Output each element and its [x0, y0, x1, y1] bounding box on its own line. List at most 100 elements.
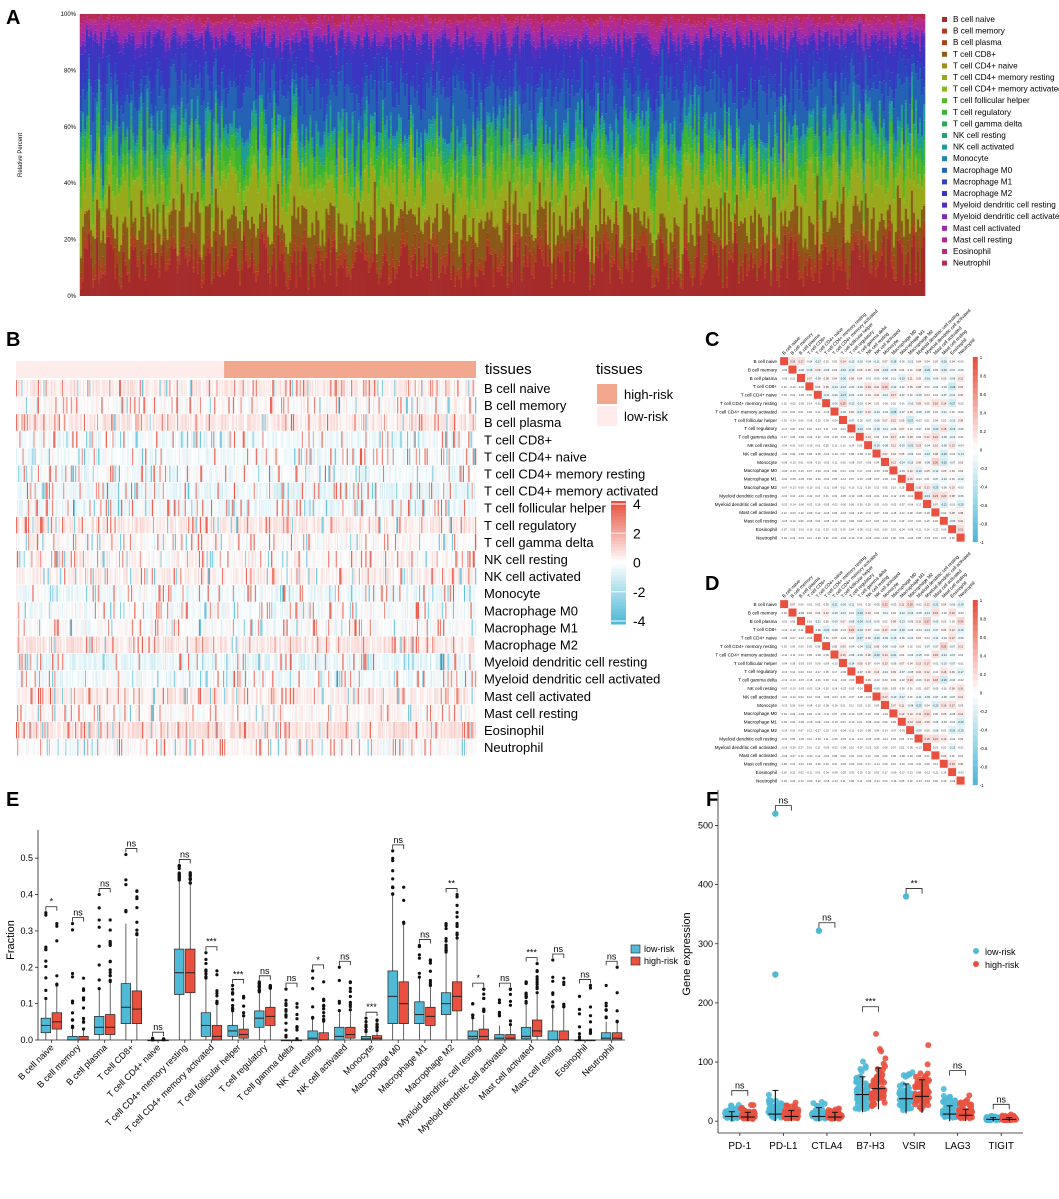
a-bar-segment	[347, 33, 350, 36]
a-bar-segment	[498, 104, 501, 109]
a-bar-segment	[273, 106, 276, 111]
a-bar-segment	[426, 220, 429, 256]
a-bar-segment	[514, 102, 517, 106]
a-bar-segment	[156, 113, 159, 125]
a-bar-segment	[339, 264, 342, 296]
a-bar-segment	[341, 38, 344, 49]
a-bar-segment	[488, 40, 491, 82]
a-bar-segment	[460, 141, 463, 156]
a-bar-segment	[180, 102, 183, 106]
a-bar-segment	[82, 120, 85, 135]
a-bar-segment	[206, 75, 210, 103]
a-bar-segment	[277, 44, 280, 47]
a-bar-segment	[154, 212, 157, 253]
panel-label-f: F	[706, 789, 718, 811]
a-bar-segment	[458, 253, 461, 257]
a-bar-segment	[474, 206, 477, 242]
a-bar-segment	[363, 259, 366, 296]
a-bar-segment	[458, 21, 461, 23]
a-bar-segment	[347, 168, 350, 174]
a-bar-segment	[420, 228, 423, 232]
a-bar-segment	[106, 56, 109, 85]
a-bar-segment	[289, 148, 292, 153]
a-bar-segment	[502, 207, 505, 209]
a-bar-segment	[100, 14, 103, 16]
a-bar-segment	[448, 143, 451, 145]
a-bar-segment	[152, 208, 155, 230]
a-bar-segment	[228, 135, 232, 139]
a-bar-segment	[299, 146, 302, 161]
a-bar-segment	[102, 273, 105, 296]
a-bar-segment	[104, 195, 107, 201]
a-bar-segment	[454, 64, 457, 89]
a-bar-segment	[361, 200, 364, 212]
a-bar-segment	[94, 30, 97, 33]
a-bar-segment	[210, 278, 214, 281]
a-bar-segment	[341, 147, 344, 158]
a-bar-segment	[164, 206, 167, 218]
a-bar-segment	[194, 60, 197, 76]
a-bar-segment	[192, 36, 195, 41]
a-bar-segment	[329, 100, 332, 107]
a-bar-segment	[442, 22, 445, 27]
a-bar-segment	[106, 20, 109, 25]
a-bar-segment	[482, 210, 485, 229]
a-bar-segment	[484, 199, 487, 204]
a-bar-segment	[436, 150, 439, 203]
a-bar-segment	[249, 260, 252, 267]
a-bar-segment	[444, 99, 447, 140]
a-bar-segment	[88, 79, 91, 84]
a-bar-segment	[331, 181, 334, 205]
a-bar-segment	[444, 196, 447, 211]
a-bar-segment	[86, 15, 89, 17]
a-bar-segment	[472, 244, 475, 249]
a-sample-bar	[397, 14, 401, 296]
a-bar-segment	[226, 133, 230, 135]
a-bar-segment	[345, 36, 348, 42]
a-bar-segment	[500, 185, 503, 189]
a-bar-segment	[275, 269, 278, 282]
a-bar-segment	[506, 24, 509, 32]
a-bar-segment	[422, 165, 425, 172]
a-bar-segment	[154, 25, 157, 32]
a-bar-segment	[242, 163, 246, 176]
a-bar-segment	[436, 72, 439, 98]
a-bar-segment	[108, 28, 111, 40]
a-bar-segment	[283, 233, 286, 252]
a-bar-segment	[267, 254, 270, 271]
a-bar-segment	[403, 148, 407, 164]
a-bar-segment	[160, 245, 163, 252]
a-bar-segment	[478, 144, 481, 156]
a-bar-segment	[454, 217, 457, 231]
a-bar-segment	[415, 158, 419, 180]
a-sample-bar	[329, 14, 332, 296]
a-bar-segment	[418, 19, 421, 35]
a-bar-segment	[253, 156, 256, 167]
a-bar-segment	[381, 100, 385, 101]
a-bar-segment	[126, 272, 129, 275]
a-bar-segment	[321, 40, 324, 42]
a-bar-segment	[200, 211, 204, 257]
a-bar-segment	[186, 175, 189, 195]
a-bar-segment	[236, 200, 240, 228]
a-bar-segment	[474, 175, 477, 188]
a-bar-segment	[124, 260, 127, 266]
a-bar-segment	[357, 38, 360, 87]
a-bar-segment	[253, 258, 256, 265]
a-bar-segment	[140, 92, 143, 97]
a-bar-segment	[210, 247, 214, 279]
a-bar-segment	[150, 124, 153, 129]
a-bar-segment	[162, 19, 165, 24]
a-bar-segment	[367, 166, 371, 179]
a-bar-segment	[234, 216, 238, 240]
a-bar-segment	[224, 18, 228, 30]
a-bar-segment	[279, 27, 282, 35]
a-bar-segment	[106, 24, 109, 30]
a-bar-segment	[339, 254, 342, 265]
a-bar-segment	[289, 182, 292, 188]
a-bar-segment	[436, 37, 439, 39]
a-bar-segment	[208, 252, 212, 296]
a-bar-segment	[456, 24, 459, 26]
a-bar-segment	[261, 233, 264, 296]
a-bar-segment	[460, 155, 463, 160]
